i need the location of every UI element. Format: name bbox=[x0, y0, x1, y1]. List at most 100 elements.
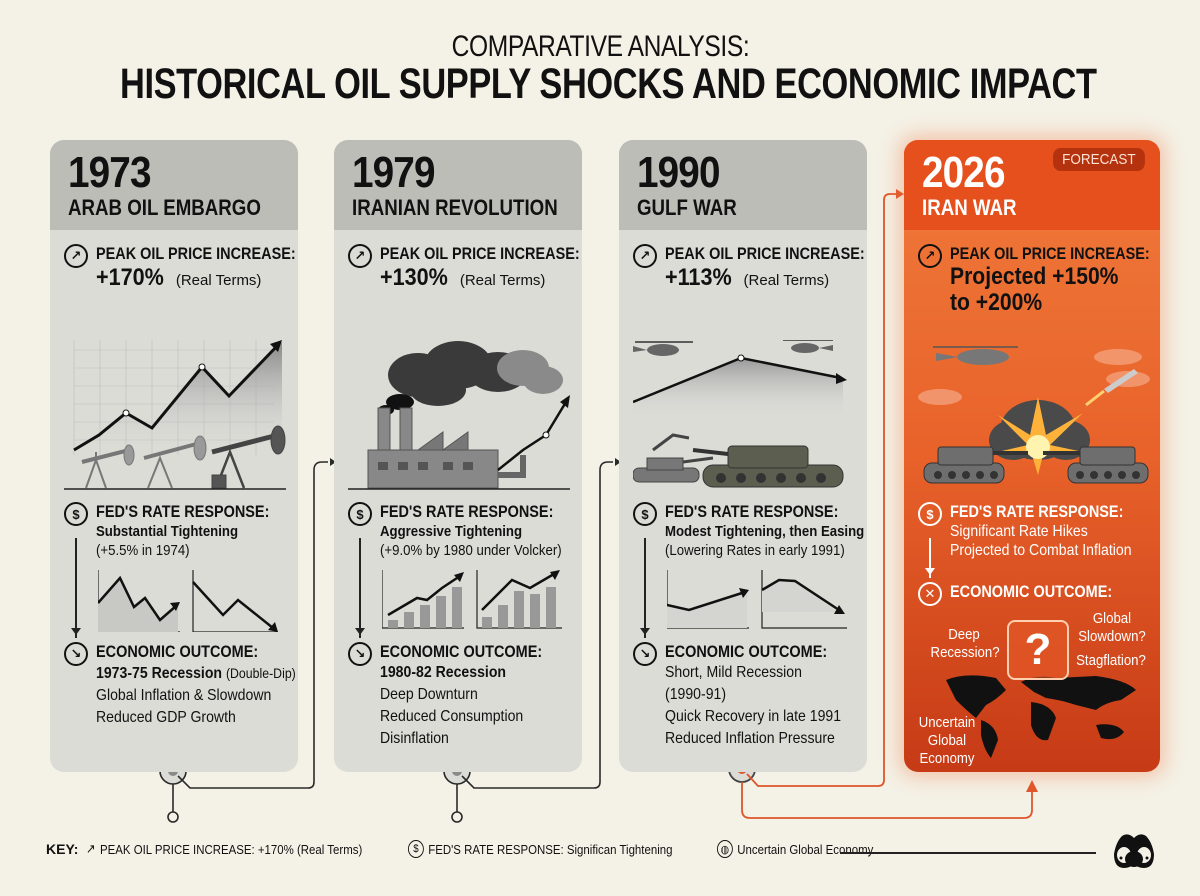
outcome-line: Reduced Consumption bbox=[380, 708, 524, 725]
fed-response-section: $ FED'S RATE RESPONSE: Significant Rate … bbox=[918, 502, 1150, 560]
flow-arrow bbox=[640, 538, 650, 638]
fed-line2: Projected to Combat Inflation bbox=[950, 542, 1132, 559]
peak-value: +170% bbox=[96, 264, 164, 291]
page-title: HISTORICAL OIL SUPPLY SHOCKS AND ECONOMI… bbox=[120, 60, 1097, 108]
key-item-global: ◍ Uncertain Global Economy bbox=[716, 840, 873, 858]
dollar-icon: $ bbox=[64, 502, 88, 526]
title-block: COMPARATIVE ANALYSIS: HISTORICAL OIL SUP… bbox=[0, 30, 1200, 109]
card-event: IRANIAN REVOLUTION bbox=[352, 195, 558, 220]
scenario-uncertain: Uncertain Global Economy bbox=[918, 714, 976, 767]
outcome-section: ↘ ECONOMIC OUTCOME: 1973-75 Recession (D… bbox=[64, 642, 296, 729]
question-callout: ? bbox=[1007, 620, 1069, 680]
trend-up-icon: ↗ bbox=[633, 244, 657, 268]
card-1979: 1979 IRANIAN REVOLUTION ↗ PEAK OIL PRICE… bbox=[334, 140, 582, 772]
peak-label: PEAK OIL PRICE INCREASE: bbox=[380, 244, 580, 263]
fed-label: FED'S RATE RESPONSE: bbox=[96, 502, 270, 521]
card-header: 1973 ARAB OIL EMBARGO bbox=[50, 140, 298, 230]
legend-key: KEY: ↗ PEAK OIL PRICE INCREASE: +170% (R… bbox=[46, 840, 895, 858]
fed-line2: (+5.5% in 1974) bbox=[96, 542, 190, 559]
outcome-bold: 1973-75 Recession bbox=[96, 665, 223, 682]
card-header: 2026 IRAN WAR FORECAST bbox=[904, 140, 1160, 230]
declining-chart-icon: ↘ bbox=[633, 642, 657, 666]
flow-arrow bbox=[355, 538, 365, 638]
card-year: 2026 bbox=[922, 148, 1006, 197]
peak-note: (Real Terms) bbox=[743, 272, 830, 289]
scenario-deep-recession: Deep Recession? bbox=[930, 626, 1000, 661]
card-2026-forecast: 2026 IRAN WAR FORECAST ↗ PEAK OIL PRICE … bbox=[904, 140, 1160, 772]
card-header: 1990 GULF WAR bbox=[619, 140, 867, 230]
crossed-chart-icon: ✕ bbox=[918, 582, 942, 606]
dollar-icon: $ bbox=[633, 502, 657, 526]
outcome-line: Global Inflation & Slowdown bbox=[96, 687, 272, 704]
forecast-badge: FORECAST bbox=[1053, 148, 1145, 171]
fed-response-section: $ FED'S RATE RESPONSE: Modest Tightening… bbox=[633, 502, 864, 560]
explosion-war-illustration bbox=[918, 346, 1150, 484]
outcome-line: Short, Mild Recession bbox=[665, 664, 802, 681]
line-chart-pumpjacks-illustration bbox=[64, 340, 286, 490]
rate-mini-charts bbox=[98, 570, 278, 632]
outcome-label: ECONOMIC OUTCOME: bbox=[96, 642, 259, 661]
outcome-label: ECONOMIC OUTCOME: bbox=[665, 642, 828, 661]
fed-line1: Significant Rate Hikes bbox=[950, 523, 1088, 540]
trend-arrow-icon: ↗ bbox=[86, 841, 97, 856]
scenario-stagflation: Stagflation? bbox=[1076, 652, 1146, 669]
globe-icon: ◍ bbox=[716, 840, 733, 858]
fed-label: FED'S RATE RESPONSE: bbox=[665, 502, 839, 521]
declining-chart-icon: ↘ bbox=[348, 642, 372, 666]
dollar-icon: $ bbox=[348, 502, 372, 526]
trend-up-icon: ↗ bbox=[918, 244, 942, 268]
outcome-section: ↘ ECONOMIC OUTCOME: 1980-82 Recession De… bbox=[348, 642, 572, 750]
peak-label: PEAK OIL PRICE INCREASE: bbox=[96, 244, 296, 263]
rate-mini-charts bbox=[667, 570, 847, 629]
fed-line1: Modest Tightening, then Easing bbox=[665, 523, 865, 540]
brand-logo-icon bbox=[1114, 834, 1154, 868]
card-header: 1979 IRANIAN REVOLUTION bbox=[334, 140, 582, 230]
fed-response-section: $ FED'S RATE RESPONSE: Aggressive Tighte… bbox=[348, 502, 572, 560]
dollar-icon: $ bbox=[408, 840, 425, 858]
card-event: GULF WAR bbox=[637, 195, 737, 220]
outcome-bold-note: (Double-Dip) bbox=[225, 665, 296, 681]
peak-value: +113% bbox=[665, 264, 732, 291]
fed-line2: (+9.0% by 1980 under Volcker) bbox=[380, 542, 562, 559]
fed-line1: Substantial Tightening bbox=[96, 523, 239, 540]
outcome-line: (1990-91) bbox=[665, 686, 727, 703]
outcome-line: Reduced Inflation Pressure bbox=[665, 730, 835, 747]
card-event: IRAN WAR bbox=[922, 195, 1017, 220]
card-year: 1973 bbox=[68, 148, 152, 197]
peak-note: (Real Terms) bbox=[175, 272, 262, 289]
peak-value-line1: Projected +150% bbox=[950, 263, 1119, 290]
world-map-icon bbox=[946, 675, 1136, 758]
key-item-fed: $ FED'S RATE RESPONSE: Significan Tighte… bbox=[408, 840, 673, 858]
key-label: KEY: bbox=[46, 841, 79, 857]
scenario-global-slowdown: Global Slowdown? bbox=[1078, 610, 1146, 645]
outcome-label: ECONOMIC OUTCOME: bbox=[950, 582, 1113, 601]
card-1973: 1973 ARAB OIL EMBARGO ↗ PEAK OIL PRICE I… bbox=[50, 140, 298, 772]
declining-chart-icon: ↘ bbox=[64, 642, 88, 666]
subtitle: COMPARATIVE ANALYSIS: bbox=[451, 30, 749, 63]
flow-arrow bbox=[925, 538, 935, 578]
fed-label: FED'S RATE RESPONSE: bbox=[950, 502, 1124, 521]
card-1990: 1990 GULF WAR ↗ PEAK OIL PRICE INCREASE:… bbox=[619, 140, 867, 772]
key-divider bbox=[840, 852, 1096, 854]
outcome-line: Disinflation bbox=[380, 730, 449, 747]
outcome-line: Deep Downturn bbox=[380, 686, 478, 703]
dollar-icon: $ bbox=[918, 502, 942, 526]
outcome-section: ↘ ECONOMIC OUTCOME: Short, Mild Recessio… bbox=[633, 642, 857, 750]
outcome-label: ECONOMIC OUTCOME: bbox=[380, 642, 543, 661]
trend-up-icon: ↗ bbox=[348, 244, 372, 268]
outcome-line: Quick Recovery in late 1991 bbox=[665, 708, 842, 725]
peak-label: PEAK OIL PRICE INCREASE: bbox=[665, 244, 865, 263]
helicopter-tank-illustration bbox=[633, 340, 847, 488]
outcome-section: ✕ ECONOMIC OUTCOME: bbox=[918, 582, 1141, 606]
flow-arrow bbox=[71, 538, 81, 638]
fed-line1: Aggressive Tightening bbox=[380, 523, 523, 540]
trend-up-icon: ↗ bbox=[64, 244, 88, 268]
peak-value: +130% bbox=[380, 264, 448, 291]
card-event: ARAB OIL EMBARGO bbox=[68, 195, 261, 220]
fed-label: FED'S RATE RESPONSE: bbox=[380, 502, 554, 521]
outcome-bold: 1980-82 Recession bbox=[380, 664, 507, 681]
outcome-line: Reduced GDP Growth bbox=[96, 709, 236, 726]
card-year: 1979 bbox=[352, 148, 436, 197]
key-item-peak: ↗ PEAK OIL PRICE INCREASE: +170% (Real T… bbox=[86, 841, 363, 857]
card-year: 1990 bbox=[637, 148, 721, 197]
